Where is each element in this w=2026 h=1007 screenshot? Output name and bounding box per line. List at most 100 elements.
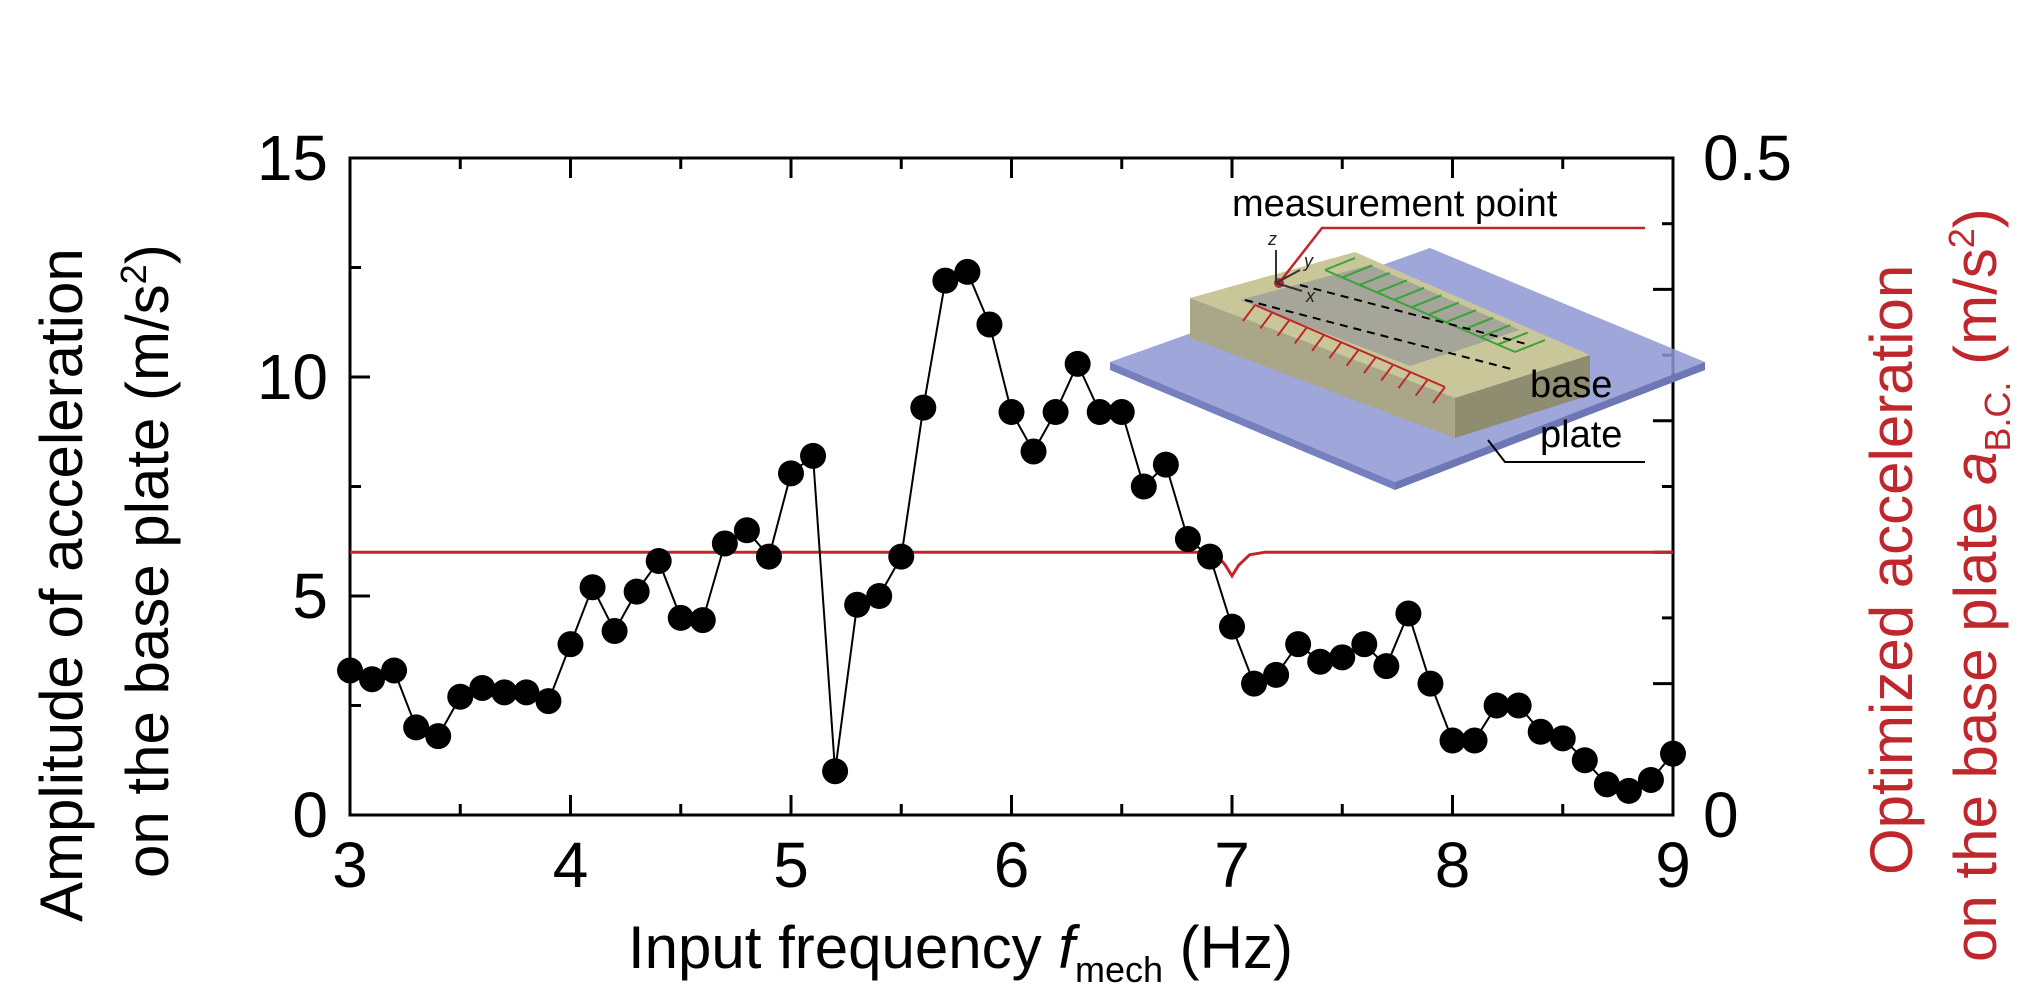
data-point (1241, 670, 1268, 697)
data-point (1152, 451, 1179, 478)
red-electrode (1397, 371, 1412, 389)
data-point (1549, 725, 1576, 752)
data-point (1571, 747, 1598, 774)
red-series-line (350, 550, 1673, 579)
data-point (1130, 473, 1157, 500)
y-right-title-line1: Optimized acceleration (1858, 265, 1925, 875)
data-point (778, 460, 804, 487)
red-electrodes (1242, 304, 1446, 404)
data-point (1483, 692, 1510, 719)
data-point (733, 517, 760, 544)
data-point (491, 679, 518, 706)
green-electrode (1497, 331, 1529, 346)
data-point (1461, 727, 1488, 754)
inset-y-label: y (1302, 251, 1314, 271)
x-tick-label: 4 (553, 829, 589, 901)
x-tick-label: 3 (332, 829, 368, 901)
axes-ticks (348, 156, 1675, 817)
y-left-title-line2: on the base plate (m/s2) (113, 244, 181, 878)
y-right-title-line2-mid: (m/s (1942, 248, 2009, 381)
data-point (1439, 727, 1466, 754)
red-electrode (1414, 378, 1429, 397)
data-point (1593, 771, 1620, 798)
red-electrode (1294, 326, 1308, 344)
block-side (1455, 355, 1590, 438)
y-right-title-line2-italic: a (1942, 452, 2009, 485)
data-point (1174, 526, 1201, 553)
green-electrode (1341, 264, 1373, 279)
y-right-title-line2-tail: ) (1942, 208, 2009, 228)
red-electrode (1259, 311, 1274, 330)
data-point (403, 714, 430, 741)
green-electrode (1410, 294, 1442, 309)
data-point (623, 578, 650, 605)
y-right-title-line2: on the base plate aB.C. (m/s2) (1941, 208, 2018, 962)
green-electrode (1480, 324, 1511, 339)
green-electrode (1462, 316, 1494, 331)
data-point (1219, 613, 1245, 640)
data-point (866, 583, 893, 609)
data-point (1527, 718, 1554, 745)
x-tick-label: 8 (1435, 829, 1471, 901)
plot-frame (348, 156, 1675, 817)
x-tick-label: 6 (994, 829, 1030, 901)
data-point (1307, 648, 1334, 675)
data-point (910, 394, 937, 421)
data-point (1064, 350, 1091, 377)
data-point (381, 657, 408, 684)
base-plate-edge (1110, 362, 1395, 490)
inset-illustration: measurement point z y x base plate (1110, 183, 1705, 490)
dashed-line-2 (1299, 284, 1531, 346)
y-left-tick-label: 0 (292, 779, 328, 851)
red-electrode (1380, 364, 1394, 382)
data-point (1108, 399, 1135, 426)
x-tick-label: 5 (773, 829, 809, 901)
data-point (822, 758, 849, 785)
data-point (1637, 766, 1664, 793)
data-point (1020, 438, 1047, 465)
inset-z-label: z (1267, 229, 1277, 249)
plate-label: plate (1540, 414, 1622, 456)
data-point (1505, 692, 1532, 719)
block-inner (1240, 265, 1520, 366)
y-left-title-line2-tail: ) (114, 244, 181, 264)
green-electrode (1445, 309, 1477, 324)
block-front (1190, 298, 1455, 438)
data-point (1196, 543, 1223, 570)
data-point (1263, 661, 1290, 688)
red-electrode (1363, 356, 1377, 374)
data-point (1285, 631, 1312, 658)
data-point (447, 683, 474, 710)
data-point (998, 399, 1025, 426)
dashed-line-1 (1244, 299, 1516, 371)
series-amplitude (337, 258, 1686, 804)
data-point (557, 631, 584, 658)
x-axis-title-main: Input frequency (628, 914, 1058, 981)
data-point (1395, 600, 1422, 627)
data-point (888, 543, 915, 570)
data-point (1329, 644, 1356, 671)
y-right-title-line2-sub: B.C. (1977, 382, 2018, 452)
y-left-title-line2-main: on the base plate (m/s (114, 284, 181, 878)
x-tick-label: 7 (1214, 829, 1250, 901)
y-left-tick-label: 5 (292, 560, 328, 632)
data-point (1373, 653, 1400, 680)
inset-x-axis (1275, 282, 1303, 292)
data-point (1660, 740, 1686, 767)
green-electrodes (1324, 257, 1546, 353)
x-axis-title-italic: f (1058, 914, 1080, 981)
data-point (337, 657, 363, 684)
data-point (755, 543, 782, 570)
y-right-tick-label: 0 (1703, 779, 1739, 851)
data-point (579, 574, 606, 601)
red-electrode (1328, 341, 1343, 359)
x-axis-title-tail: (Hz) (1163, 914, 1293, 981)
green-electrode (1428, 301, 1460, 316)
data-point (1086, 399, 1113, 426)
green-electrode (1359, 271, 1390, 286)
base-label: base (1530, 364, 1612, 406)
x-axis-title: Input frequency fmech (Hz) (628, 914, 1293, 990)
y-right-title-line2-sup: 2 (1941, 228, 1982, 248)
data-point (1417, 670, 1444, 697)
